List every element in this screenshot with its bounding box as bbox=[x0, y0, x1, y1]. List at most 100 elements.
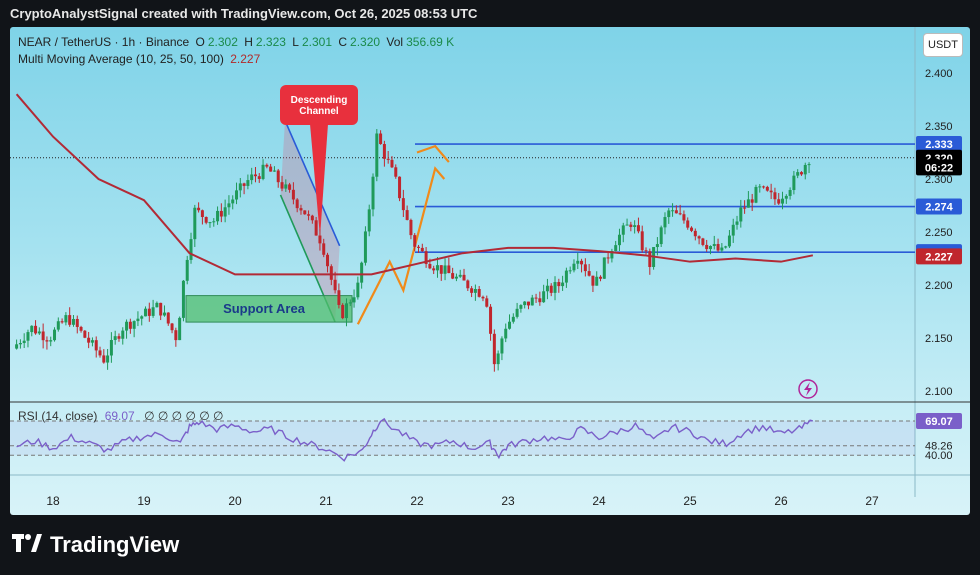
rsi-tick-label: 48.26 bbox=[925, 440, 953, 452]
tradingview-logo: TradingView bbox=[12, 532, 179, 558]
candle-body bbox=[159, 302, 163, 316]
candle-body bbox=[595, 276, 599, 286]
candle-body bbox=[185, 259, 189, 281]
candle-body bbox=[735, 221, 739, 225]
candle-body bbox=[754, 186, 758, 203]
candle-body bbox=[758, 186, 762, 188]
price-tick-label: 2.350 bbox=[925, 121, 953, 133]
candle-body bbox=[648, 251, 652, 267]
candle-body bbox=[231, 199, 235, 204]
candle-body bbox=[625, 224, 629, 226]
candle-body bbox=[462, 274, 466, 281]
candle-body bbox=[743, 207, 747, 209]
candle-body bbox=[109, 339, 113, 356]
candle-body bbox=[682, 214, 686, 221]
price-tick-label: 2.150 bbox=[925, 333, 953, 345]
candle-body bbox=[564, 270, 568, 283]
candle-body bbox=[470, 288, 474, 293]
candle-body bbox=[610, 250, 614, 259]
ohlc-low: 2.301 bbox=[301, 35, 333, 49]
rsi-value: 69.07 bbox=[104, 409, 135, 423]
price-tick-label: 2.100 bbox=[925, 386, 953, 398]
candle-body bbox=[295, 199, 299, 209]
price-badge-bg bbox=[916, 248, 962, 265]
candle-body bbox=[30, 325, 34, 333]
candle-body bbox=[371, 176, 375, 210]
candle-body bbox=[166, 312, 170, 324]
lightning-icon-bolt bbox=[804, 382, 812, 396]
rsi-legend[interactable]: RSI (14, close) 69.07 ∅ ∅ ∅ ∅ ∅ ∅ bbox=[18, 409, 223, 423]
candle-body bbox=[53, 329, 57, 341]
candle-body bbox=[447, 265, 451, 274]
candle-body bbox=[310, 215, 314, 221]
candle-body bbox=[466, 280, 470, 289]
candle-body bbox=[348, 302, 352, 304]
ma-legend[interactable]: Multi Moving Average (10, 25, 50, 100) 2… bbox=[18, 52, 263, 66]
chart-panel[interactable]: Descending Channel Support Area 2.400 2.350… bbox=[10, 27, 970, 515]
candle-body bbox=[655, 244, 659, 248]
rsi-band bbox=[10, 420, 915, 456]
currency-button[interactable]: USDT bbox=[923, 33, 963, 57]
candle-body bbox=[553, 282, 557, 293]
candle-body bbox=[621, 225, 625, 235]
candle-body bbox=[132, 321, 136, 329]
candle-body bbox=[591, 275, 595, 286]
candle-body bbox=[144, 308, 148, 317]
candle-body bbox=[162, 312, 166, 316]
candle-body bbox=[508, 321, 512, 329]
candle-body bbox=[671, 210, 675, 212]
candle-body bbox=[636, 225, 640, 232]
candle-body bbox=[250, 174, 254, 181]
candle-body bbox=[269, 166, 273, 172]
candle-body bbox=[674, 210, 678, 214]
candle-body bbox=[530, 297, 534, 306]
rsi-tick-label: 40.00 bbox=[925, 450, 953, 462]
candle-body bbox=[155, 302, 159, 308]
candle-body bbox=[640, 231, 644, 251]
candle-body bbox=[398, 176, 402, 199]
lightning-icon-ring bbox=[798, 379, 818, 399]
candle-body bbox=[356, 282, 360, 298]
candle-body bbox=[576, 260, 580, 264]
candle-body bbox=[26, 332, 30, 341]
candle-body bbox=[481, 296, 485, 299]
candle-body bbox=[314, 220, 318, 236]
candle-body bbox=[504, 328, 508, 339]
candle-body bbox=[424, 251, 428, 264]
time-tick-label: 27 bbox=[865, 494, 879, 508]
candle-body bbox=[140, 316, 144, 319]
candle-body bbox=[22, 340, 26, 344]
candle-body bbox=[174, 330, 178, 341]
candle-body bbox=[492, 333, 496, 365]
candle-body bbox=[386, 158, 390, 160]
candle-body bbox=[807, 164, 811, 166]
ohlc-h-label: H bbox=[244, 35, 253, 49]
candle-body bbox=[788, 190, 792, 196]
lightning-icon bbox=[798, 379, 818, 399]
ohlc-close: 2.320 bbox=[350, 35, 381, 49]
candle-body bbox=[614, 245, 618, 251]
candle-body bbox=[454, 276, 458, 279]
candle-body bbox=[15, 344, 19, 349]
rsi-empty-values: ∅ ∅ ∅ ∅ ∅ ∅ bbox=[144, 409, 224, 423]
rsi-badge-text: 69.07 bbox=[925, 416, 953, 428]
candle-body bbox=[803, 164, 807, 175]
candle-body bbox=[413, 235, 417, 247]
candle-body bbox=[326, 254, 330, 267]
price-tick-label: 2.300 bbox=[925, 174, 953, 186]
price-tick-label: 2.200 bbox=[925, 280, 953, 292]
candle-body bbox=[405, 210, 409, 220]
time-tick-label: 22 bbox=[410, 494, 424, 508]
candle-body bbox=[568, 270, 572, 272]
ma-layer bbox=[15, 93, 814, 276]
price-badge-bg bbox=[916, 198, 962, 215]
candle-body bbox=[121, 330, 125, 339]
ma-value: 2.227 bbox=[230, 52, 261, 66]
candle-body bbox=[117, 336, 121, 339]
candle-body bbox=[363, 231, 367, 263]
candle-body bbox=[102, 355, 106, 363]
channel-callout-pointer bbox=[310, 124, 328, 237]
candle-body bbox=[344, 303, 348, 319]
